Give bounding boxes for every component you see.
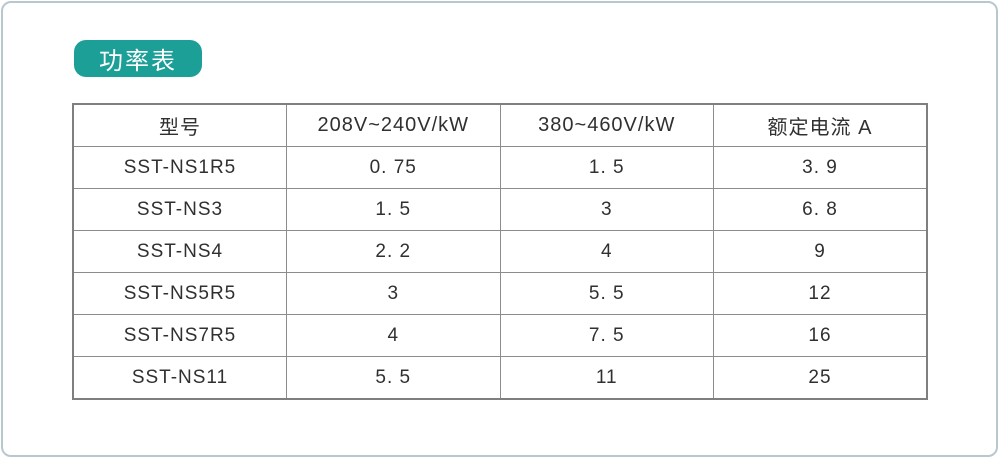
cell-model: SST-NS5R5 bbox=[72, 272, 287, 315]
cell-kw-380-460: 5. 5 bbox=[499, 272, 714, 315]
col-header-208v-240v-kw: 208V~240V/kW bbox=[286, 103, 501, 147]
cell-rated-current: 9 bbox=[713, 230, 928, 273]
col-header-rated-current: 额定电流 A bbox=[713, 103, 928, 147]
table-row: SST-NS11 5. 5 11 25 bbox=[72, 356, 928, 400]
cell-kw-208-240: 4 bbox=[286, 314, 501, 357]
cell-rated-current: 6. 8 bbox=[713, 188, 928, 231]
title-badge: 功率表 bbox=[74, 40, 202, 77]
cell-kw-208-240: 3 bbox=[286, 272, 501, 315]
cell-model: SST-NS3 bbox=[72, 188, 287, 231]
table-row: SST-NS4 2. 2 4 9 bbox=[72, 230, 928, 273]
cell-model: SST-NS7R5 bbox=[72, 314, 287, 357]
cell-rated-current: 12 bbox=[713, 272, 928, 315]
table-header-row: 型号 208V~240V/kW 380~460V/kW 额定电流 A bbox=[72, 103, 928, 147]
cell-kw-380-460: 3 bbox=[499, 188, 714, 231]
cell-kw-380-460: 1. 5 bbox=[499, 146, 714, 189]
power-table: 型号 208V~240V/kW 380~460V/kW 额定电流 A SST-N… bbox=[72, 103, 928, 400]
cell-kw-380-460: 7. 5 bbox=[499, 314, 714, 357]
table-row: SST-NS1R5 0. 75 1. 5 3. 9 bbox=[72, 146, 928, 189]
cell-kw-380-460: 4 bbox=[499, 230, 714, 273]
cell-rated-current: 16 bbox=[713, 314, 928, 357]
cell-kw-208-240: 1. 5 bbox=[286, 188, 501, 231]
table-row: SST-NS7R5 4 7. 5 16 bbox=[72, 314, 928, 357]
cell-kw-208-240: 0. 75 bbox=[286, 146, 501, 189]
col-header-model: 型号 bbox=[72, 103, 287, 147]
table-row: SST-NS5R5 3 5. 5 12 bbox=[72, 272, 928, 315]
col-header-380-460v-kw: 380~460V/kW bbox=[499, 103, 714, 147]
table-row: SST-NS3 1. 5 3 6. 8 bbox=[72, 188, 928, 231]
cell-kw-208-240: 2. 2 bbox=[286, 230, 501, 273]
cell-rated-current: 3. 9 bbox=[713, 146, 928, 189]
cell-kw-208-240: 5. 5 bbox=[286, 356, 501, 400]
cell-rated-current: 25 bbox=[713, 356, 928, 400]
cell-model: SST-NS1R5 bbox=[72, 146, 287, 189]
cell-kw-380-460: 11 bbox=[499, 356, 714, 400]
cell-model: SST-NS4 bbox=[72, 230, 287, 273]
cell-model: SST-NS11 bbox=[72, 356, 287, 400]
page-title: 功率表 bbox=[99, 48, 177, 75]
